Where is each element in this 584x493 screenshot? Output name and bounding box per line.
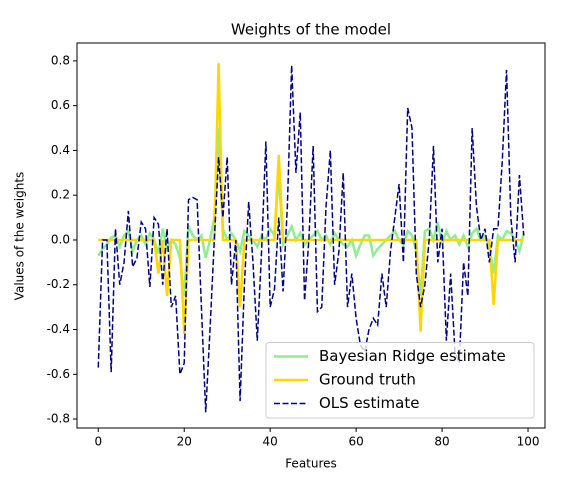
x-tick-label: 0 xyxy=(94,435,102,449)
y-tick-label: 0.2 xyxy=(51,188,70,202)
x-tick-label: 20 xyxy=(177,435,192,449)
y-tick-label: -0.8 xyxy=(47,412,70,426)
legend-label: Bayesian Ridge estimate xyxy=(319,347,506,365)
series-line xyxy=(97,65,525,413)
x-tick-label: 60 xyxy=(348,435,363,449)
y-axis-label: Values of the weights xyxy=(13,172,27,301)
chart-title: Weights of the model xyxy=(231,21,391,39)
x-tick-label: 40 xyxy=(263,435,278,449)
legend-box xyxy=(265,342,535,419)
legend-label: Ground truth xyxy=(319,371,416,389)
y-tick-label: -0.6 xyxy=(47,367,70,381)
y-tick-label: -0.4 xyxy=(47,322,70,336)
x-axis-label: Features xyxy=(285,457,337,471)
y-tick-label: 0.4 xyxy=(51,143,70,157)
series-line xyxy=(97,127,525,297)
y-tick-label: -0.2 xyxy=(47,277,70,291)
x-tick-label: 100 xyxy=(517,435,540,449)
x-tick-label: 80 xyxy=(434,435,449,449)
y-tick-label: 0.6 xyxy=(51,98,70,112)
y-tick-label: 0.0 xyxy=(51,232,70,246)
legend-label: OLS estimate xyxy=(319,394,419,412)
y-tick-label: 0.8 xyxy=(51,53,70,67)
